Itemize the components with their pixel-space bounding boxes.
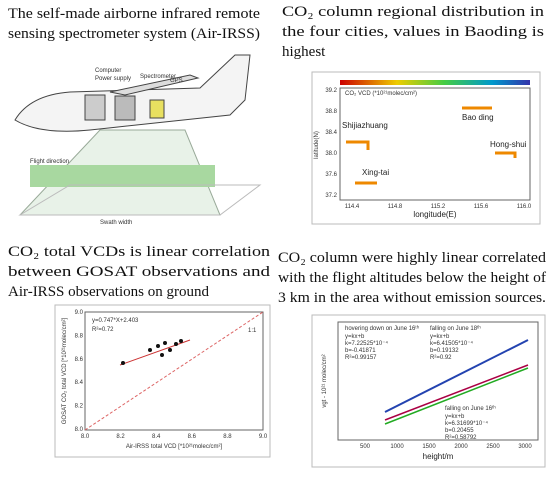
- altitude-axes: [337, 321, 539, 441]
- fit-equation: b=0.19132: [430, 348, 459, 354]
- map-frame: [311, 71, 541, 225]
- fit-equation: k=6.41505*10⁻⁴: [430, 340, 473, 347]
- x-tick-label: 1500: [422, 444, 436, 450]
- city-label: Xing-tai: [362, 168, 389, 177]
- y-tick-label: 9.0: [75, 310, 84, 316]
- map-axes: [339, 87, 531, 201]
- part-label: Flight direction: [30, 159, 69, 165]
- y-tick-label: 8.0: [75, 427, 84, 433]
- x-tick-label: 115.2: [431, 204, 446, 210]
- x-tick-label: 500: [360, 444, 371, 450]
- y-tick-label: 39.2: [325, 88, 337, 94]
- caption-line: the four cities, values in Baoding is: [282, 24, 544, 40]
- scatter-axes: [84, 311, 264, 431]
- x-tick-label: 8.0: [81, 434, 90, 440]
- caption-line: highest: [282, 44, 326, 60]
- x-tick-label: 8.8: [223, 434, 232, 440]
- x-tick-label: 2500: [486, 444, 500, 450]
- fit-equation: b=-0.41871: [345, 348, 376, 354]
- legend-entry: hovering down on June 16ᵗʰ: [345, 325, 419, 332]
- caption-line: sensing spectrometer system (Air-IRSS): [8, 26, 260, 42]
- y-tick-label: 38.4: [325, 130, 337, 136]
- caption-line: Air-IRSS observations on ground: [8, 284, 209, 300]
- part-label: GPS: [170, 78, 183, 84]
- x-tick-label: 114.8: [388, 204, 403, 210]
- caption-line: CO₂ total VCDs is linear correlation: [8, 244, 271, 260]
- x-tick-label: 114.4: [345, 204, 360, 210]
- fit-equation: R²=0.58792: [445, 435, 477, 441]
- part-label: Computer: [95, 68, 121, 74]
- y-tick-label: 8.2: [75, 404, 84, 410]
- fit-line: [119, 339, 191, 366]
- y-axis-label: GOSAT CO₂ total VCD [*10²¹molec/cm²]: [62, 317, 68, 424]
- fit-equation: y=kx+b: [430, 334, 450, 340]
- colorbar-label: CO₂ VCD (*10²¹molec/cm²): [345, 91, 417, 97]
- x-axis-label: Air-IRSS total VCD [*10²¹molec/cm²]: [126, 444, 223, 450]
- part-label: Power supply: [95, 76, 131, 82]
- x-tick-label: 116.0: [517, 204, 532, 210]
- fit-equation: R²=0.92: [430, 355, 452, 361]
- fit-equation: k=7.22525*10⁻⁴: [345, 340, 388, 347]
- caption-line: with the flight altitudes below the heig…: [278, 270, 546, 286]
- y-tick-label: 38.8: [325, 109, 337, 115]
- city-label: Shijiazhuang: [342, 121, 388, 130]
- x-tick-label: 8.6: [188, 434, 197, 440]
- fit-equation: b=0.20455: [445, 428, 474, 434]
- city-label: Bao ding: [462, 113, 494, 122]
- y-tick-label: 8.4: [75, 380, 84, 386]
- caption-line: CO₂ column were highly linear correlated: [278, 250, 547, 266]
- caption-line: CO₂ column regional distribution in: [282, 4, 545, 20]
- one-to-one-line: [84, 311, 264, 431]
- x-tick-label: 9.0: [259, 434, 268, 440]
- y-tick-label: 37.2: [325, 193, 337, 199]
- fit-line: [384, 364, 529, 421]
- x-tick-label: 2000: [454, 444, 468, 450]
- city-label: Hong-shui: [490, 140, 527, 149]
- y-tick-label: 37.6: [325, 172, 337, 178]
- caption-line: between GOSAT observations and: [8, 264, 271, 280]
- fit-line: [384, 339, 529, 413]
- r-squared: R²=0.72: [92, 327, 114, 333]
- fit-equation: y=kx+b: [345, 334, 365, 340]
- legend-entry: falling on June 18ᵗʰ: [430, 325, 481, 332]
- y-tick-label: 8.8: [75, 333, 84, 339]
- airplane-illustration: [14, 54, 262, 216]
- caption-line: The self-made airborne infrared remote: [8, 6, 260, 22]
- flight-tracks: [346, 106, 517, 185]
- x-axis-label: longitude(E): [413, 210, 456, 219]
- y-tick-label: 38.0: [325, 151, 337, 157]
- y-tick-label: 8.6: [75, 357, 84, 363]
- caption-line: 3 km in the area without emission source…: [278, 290, 546, 306]
- equation: y=0.747*X+2.403: [92, 318, 139, 324]
- fit-line: [384, 367, 529, 425]
- legend-entry: falling on June 16ᵗʰ: [445, 405, 496, 412]
- scatter-frame: [54, 304, 271, 458]
- x-tick-label: 1000: [390, 444, 404, 450]
- x-tick-label: 3000: [518, 444, 532, 450]
- part-label: Swath width: [100, 220, 132, 226]
- scatter-dots: [121, 339, 183, 365]
- part-label: Spectrometer: [140, 74, 176, 80]
- x-tick-label: 8.2: [116, 434, 125, 440]
- y-axis-label: latitude(N): [314, 131, 320, 159]
- x-axis-label: height/m: [423, 452, 454, 461]
- one-to-one-label: 1:1: [248, 328, 257, 334]
- fit-equation: y=kx+b: [445, 414, 465, 420]
- colorbar: [340, 80, 530, 85]
- x-tick-label: 115.6: [474, 204, 489, 210]
- y-axis-label: vgt - 10²¹ molec/cm²: [322, 354, 328, 407]
- x-tick-label: 8.4: [152, 434, 161, 440]
- fit-equation: k=6.31699*10⁻⁴: [445, 420, 488, 427]
- fit-equation: R²=0.99157: [345, 355, 377, 361]
